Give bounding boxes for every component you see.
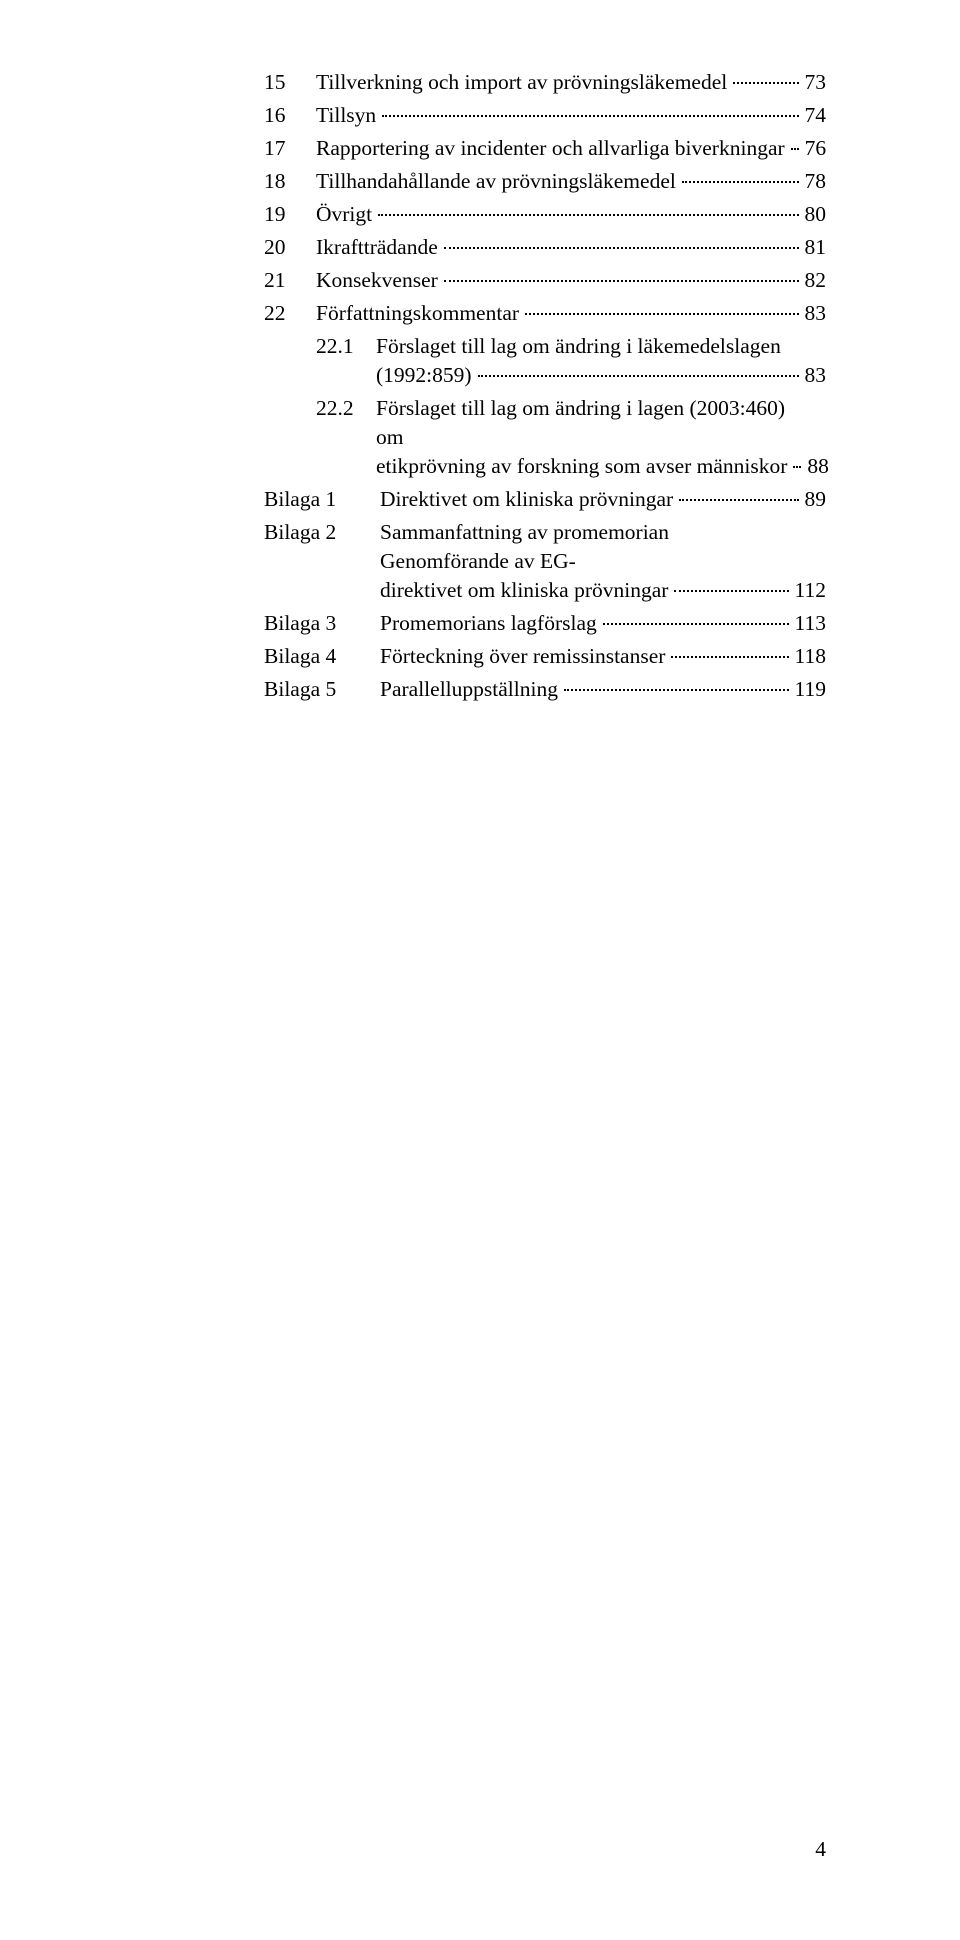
toc-number: 20 xyxy=(264,233,316,262)
toc-entry: 18 Tillhandahållande av prövningsläkemed… xyxy=(264,167,826,196)
toc-appendix-entry: Bilaga 4 Förteckning över remissinstanse… xyxy=(264,642,826,671)
toc-page: 118 xyxy=(791,642,826,671)
toc-page: 82 xyxy=(801,266,827,295)
page-number: 4 xyxy=(815,1837,826,1862)
toc-label: Författningskommentar xyxy=(316,299,523,328)
toc-entry: 17 Rapportering av incidenter och allvar… xyxy=(264,134,826,163)
toc-label: Övrigt xyxy=(316,200,376,229)
toc-label: Tillverkning och import av prövningsläke… xyxy=(316,68,731,97)
leader-dots xyxy=(603,623,789,625)
toc-entry: 22 Författningskommentar 83 xyxy=(264,299,826,328)
toc-page: 73 xyxy=(801,68,827,97)
toc-page: 113 xyxy=(791,609,826,638)
toc-label-line1: Sammanfattning av promemorian Genomföran… xyxy=(380,518,804,576)
toc-page: 83 xyxy=(801,299,827,328)
appendix-number: Bilaga 4 xyxy=(264,642,380,671)
toc-label: Tillsyn xyxy=(316,101,380,130)
toc-page: 81 xyxy=(801,233,827,262)
leader-dots xyxy=(674,590,788,592)
toc-label: Rapportering av incidenter och allvarlig… xyxy=(316,134,789,163)
toc-label-line1: Förslaget till lag om ändring i lagen (2… xyxy=(376,394,800,452)
table-of-contents: 15 Tillverkning och import av prövningsl… xyxy=(264,68,826,704)
toc-number: 22 xyxy=(264,299,316,328)
toc-subnumber: 22.1 xyxy=(316,332,376,361)
toc-subentry: 22.1 Förslaget till lag om ändring i läk… xyxy=(264,332,826,390)
leader-dots xyxy=(791,148,799,150)
toc-appendix-entry: Bilaga 3 Promemorians lagförslag 113 xyxy=(264,609,826,638)
toc-label: Parallelluppställning xyxy=(380,675,562,704)
leader-dots xyxy=(444,280,799,282)
leader-dots xyxy=(382,115,798,117)
toc-appendix-entry: Bilaga 5 Parallelluppställning 119 xyxy=(264,675,826,704)
toc-entry: 19 Övrigt 80 xyxy=(264,200,826,229)
toc-label-line2: (1992:859) xyxy=(376,361,476,390)
toc-number: 15 xyxy=(264,68,316,97)
toc-page: 80 xyxy=(801,200,827,229)
toc-number: 21 xyxy=(264,266,316,295)
leader-dots xyxy=(444,247,799,249)
toc-appendix-entry: Bilaga 2 Sammanfattning av promemorian G… xyxy=(264,518,826,605)
toc-subentry: 22.2 Förslaget till lag om ändring i lag… xyxy=(264,394,826,481)
toc-label: Förteckning över remissinstanser xyxy=(380,642,669,671)
toc-entry: 20 Ikraftträdande 81 xyxy=(264,233,826,262)
toc-number: 17 xyxy=(264,134,316,163)
toc-page: 78 xyxy=(801,167,827,196)
toc-entry: 16 Tillsyn 74 xyxy=(264,101,826,130)
leader-dots xyxy=(733,82,798,84)
leader-dots xyxy=(793,466,801,468)
leader-dots xyxy=(682,181,799,183)
leader-dots xyxy=(478,375,799,377)
toc-page: 74 xyxy=(801,101,827,130)
appendix-number: Bilaga 2 xyxy=(264,518,380,547)
toc-entry: 21 Konsekvenser 82 xyxy=(264,266,826,295)
toc-page: 112 xyxy=(791,576,826,605)
toc-label: Direktivet om kliniska prövningar xyxy=(380,485,677,514)
leader-dots xyxy=(679,499,798,501)
toc-appendix-entry: Bilaga 1 Direktivet om kliniska prövning… xyxy=(264,485,826,514)
toc-label: Promemorians lagförslag xyxy=(380,609,601,638)
toc-label-line2: etikprövning av forskning som avser männ… xyxy=(376,452,791,481)
appendix-number: Bilaga 3 xyxy=(264,609,380,638)
toc-number: 18 xyxy=(264,167,316,196)
toc-page: 76 xyxy=(801,134,827,163)
toc-entry: 15 Tillverkning och import av prövningsl… xyxy=(264,68,826,97)
toc-label: Tillhandahållande av prövningsläkemedel xyxy=(316,167,680,196)
toc-label: Konsekvenser xyxy=(316,266,442,295)
leader-dots xyxy=(564,689,789,691)
toc-page: 89 xyxy=(801,485,827,514)
toc-page: 83 xyxy=(801,361,827,390)
leader-dots xyxy=(378,214,798,216)
leader-dots xyxy=(671,656,788,658)
toc-subnumber: 22.2 xyxy=(316,394,376,423)
toc-page: 88 xyxy=(803,452,829,481)
leader-dots xyxy=(525,313,798,315)
appendix-number: Bilaga 5 xyxy=(264,675,380,704)
toc-number: 19 xyxy=(264,200,316,229)
toc-label-line1: Förslaget till lag om ändring i läkemede… xyxy=(376,332,800,361)
appendix-number: Bilaga 1 xyxy=(264,485,380,514)
document-page: 15 Tillverkning och import av prövningsl… xyxy=(0,0,960,1940)
toc-label-line2: direktivet om kliniska prövningar xyxy=(380,576,672,605)
toc-number: 16 xyxy=(264,101,316,130)
toc-label: Ikraftträdande xyxy=(316,233,442,262)
toc-page: 119 xyxy=(791,675,826,704)
